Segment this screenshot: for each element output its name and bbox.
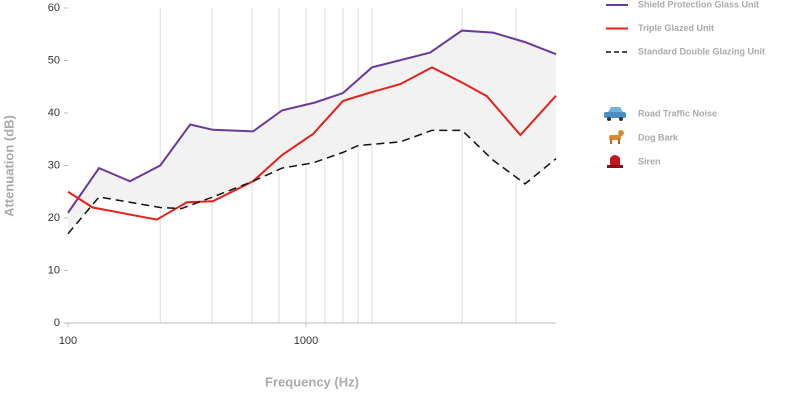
x-axis-label: Frequency (Hz) (265, 374, 359, 389)
dog-icon (609, 130, 624, 144)
legend-label: Standard Double Glazing Unit (638, 46, 765, 56)
legend-label: Triple Glazed Unit (638, 23, 714, 33)
series-line (67, 66, 557, 221)
shaded-band (68, 30, 556, 234)
x-tick-label: 1000 (294, 335, 318, 347)
y-tick-label: 60 (48, 2, 60, 14)
y-tick-label: 10 (48, 264, 60, 276)
x-tick-label: 100 (59, 335, 77, 347)
series-line (67, 29, 557, 214)
y-axis-label: Attenuation (dB) (1, 115, 16, 217)
legend-label: Road Traffic Noise (638, 108, 717, 118)
siren-icon (607, 155, 623, 168)
legend-label: Dog Bark (638, 132, 679, 142)
car-icon (604, 107, 626, 121)
y-tick-label: 20 (48, 212, 60, 224)
legend-label: Shield Protection Glass Unit (638, 0, 759, 9)
y-tick-label: 0 (54, 317, 60, 329)
y-tick-label: 40 (48, 107, 60, 119)
y-tick-label: 30 (48, 159, 60, 171)
y-tick-label: 50 (48, 54, 60, 66)
legend-label: Siren (638, 156, 661, 166)
